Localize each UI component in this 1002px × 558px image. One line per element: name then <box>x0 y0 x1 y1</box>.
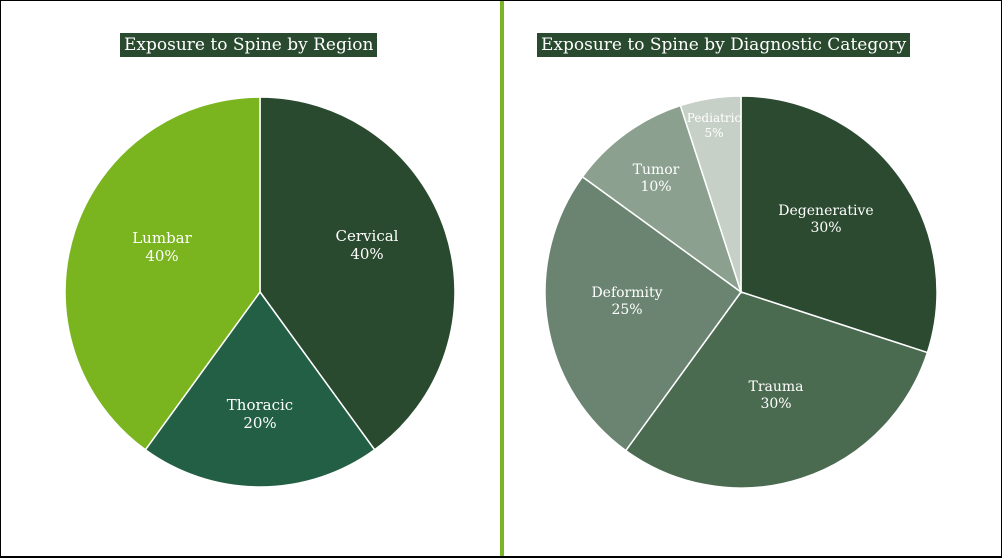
slice-value-deformity: 25% <box>611 302 642 318</box>
pie-slice-trauma <box>624 291 929 489</box>
pie-slice-cervical <box>259 96 456 451</box>
slice-label-thoracic: Thoracic <box>227 396 293 414</box>
slice-value-lumbar: 40% <box>145 247 178 265</box>
pie-slice-degenerative <box>740 95 938 354</box>
slice-label-deformity: Deformity <box>591 285 662 301</box>
chart-title-region: Exposure to Spine by Region <box>120 33 378 57</box>
slice-label-tumor: Tumor <box>633 162 680 178</box>
pie-slice-deformity <box>544 175 743 452</box>
pie-slice-lumbar <box>64 96 261 451</box>
pie-slice-pediatric <box>679 95 742 293</box>
slice-value-pediatric: 5% <box>704 126 723 140</box>
slice-label-cervical: Cervical <box>336 227 399 245</box>
panel-divider <box>500 1 504 556</box>
slice-value-thoracic: 20% <box>243 414 276 432</box>
slice-value-cervical: 40% <box>350 245 383 263</box>
pie-slice-tumor <box>581 104 743 294</box>
slice-label-trauma: Trauma <box>748 379 803 395</box>
slice-label-lumbar: Lumbar <box>132 229 192 247</box>
slice-value-trauma: 30% <box>760 396 791 412</box>
slice-label-degenerative: Degenerative <box>778 203 873 219</box>
slice-value-tumor: 10% <box>640 179 671 195</box>
slice-value-degenerative: 30% <box>810 220 841 236</box>
chart-title-diagnostic: Exposure to Spine by Diagnostic Category <box>537 33 911 57</box>
slice-label-pediatric: Pediatric <box>687 111 742 125</box>
pie-slice-thoracic <box>144 290 376 488</box>
